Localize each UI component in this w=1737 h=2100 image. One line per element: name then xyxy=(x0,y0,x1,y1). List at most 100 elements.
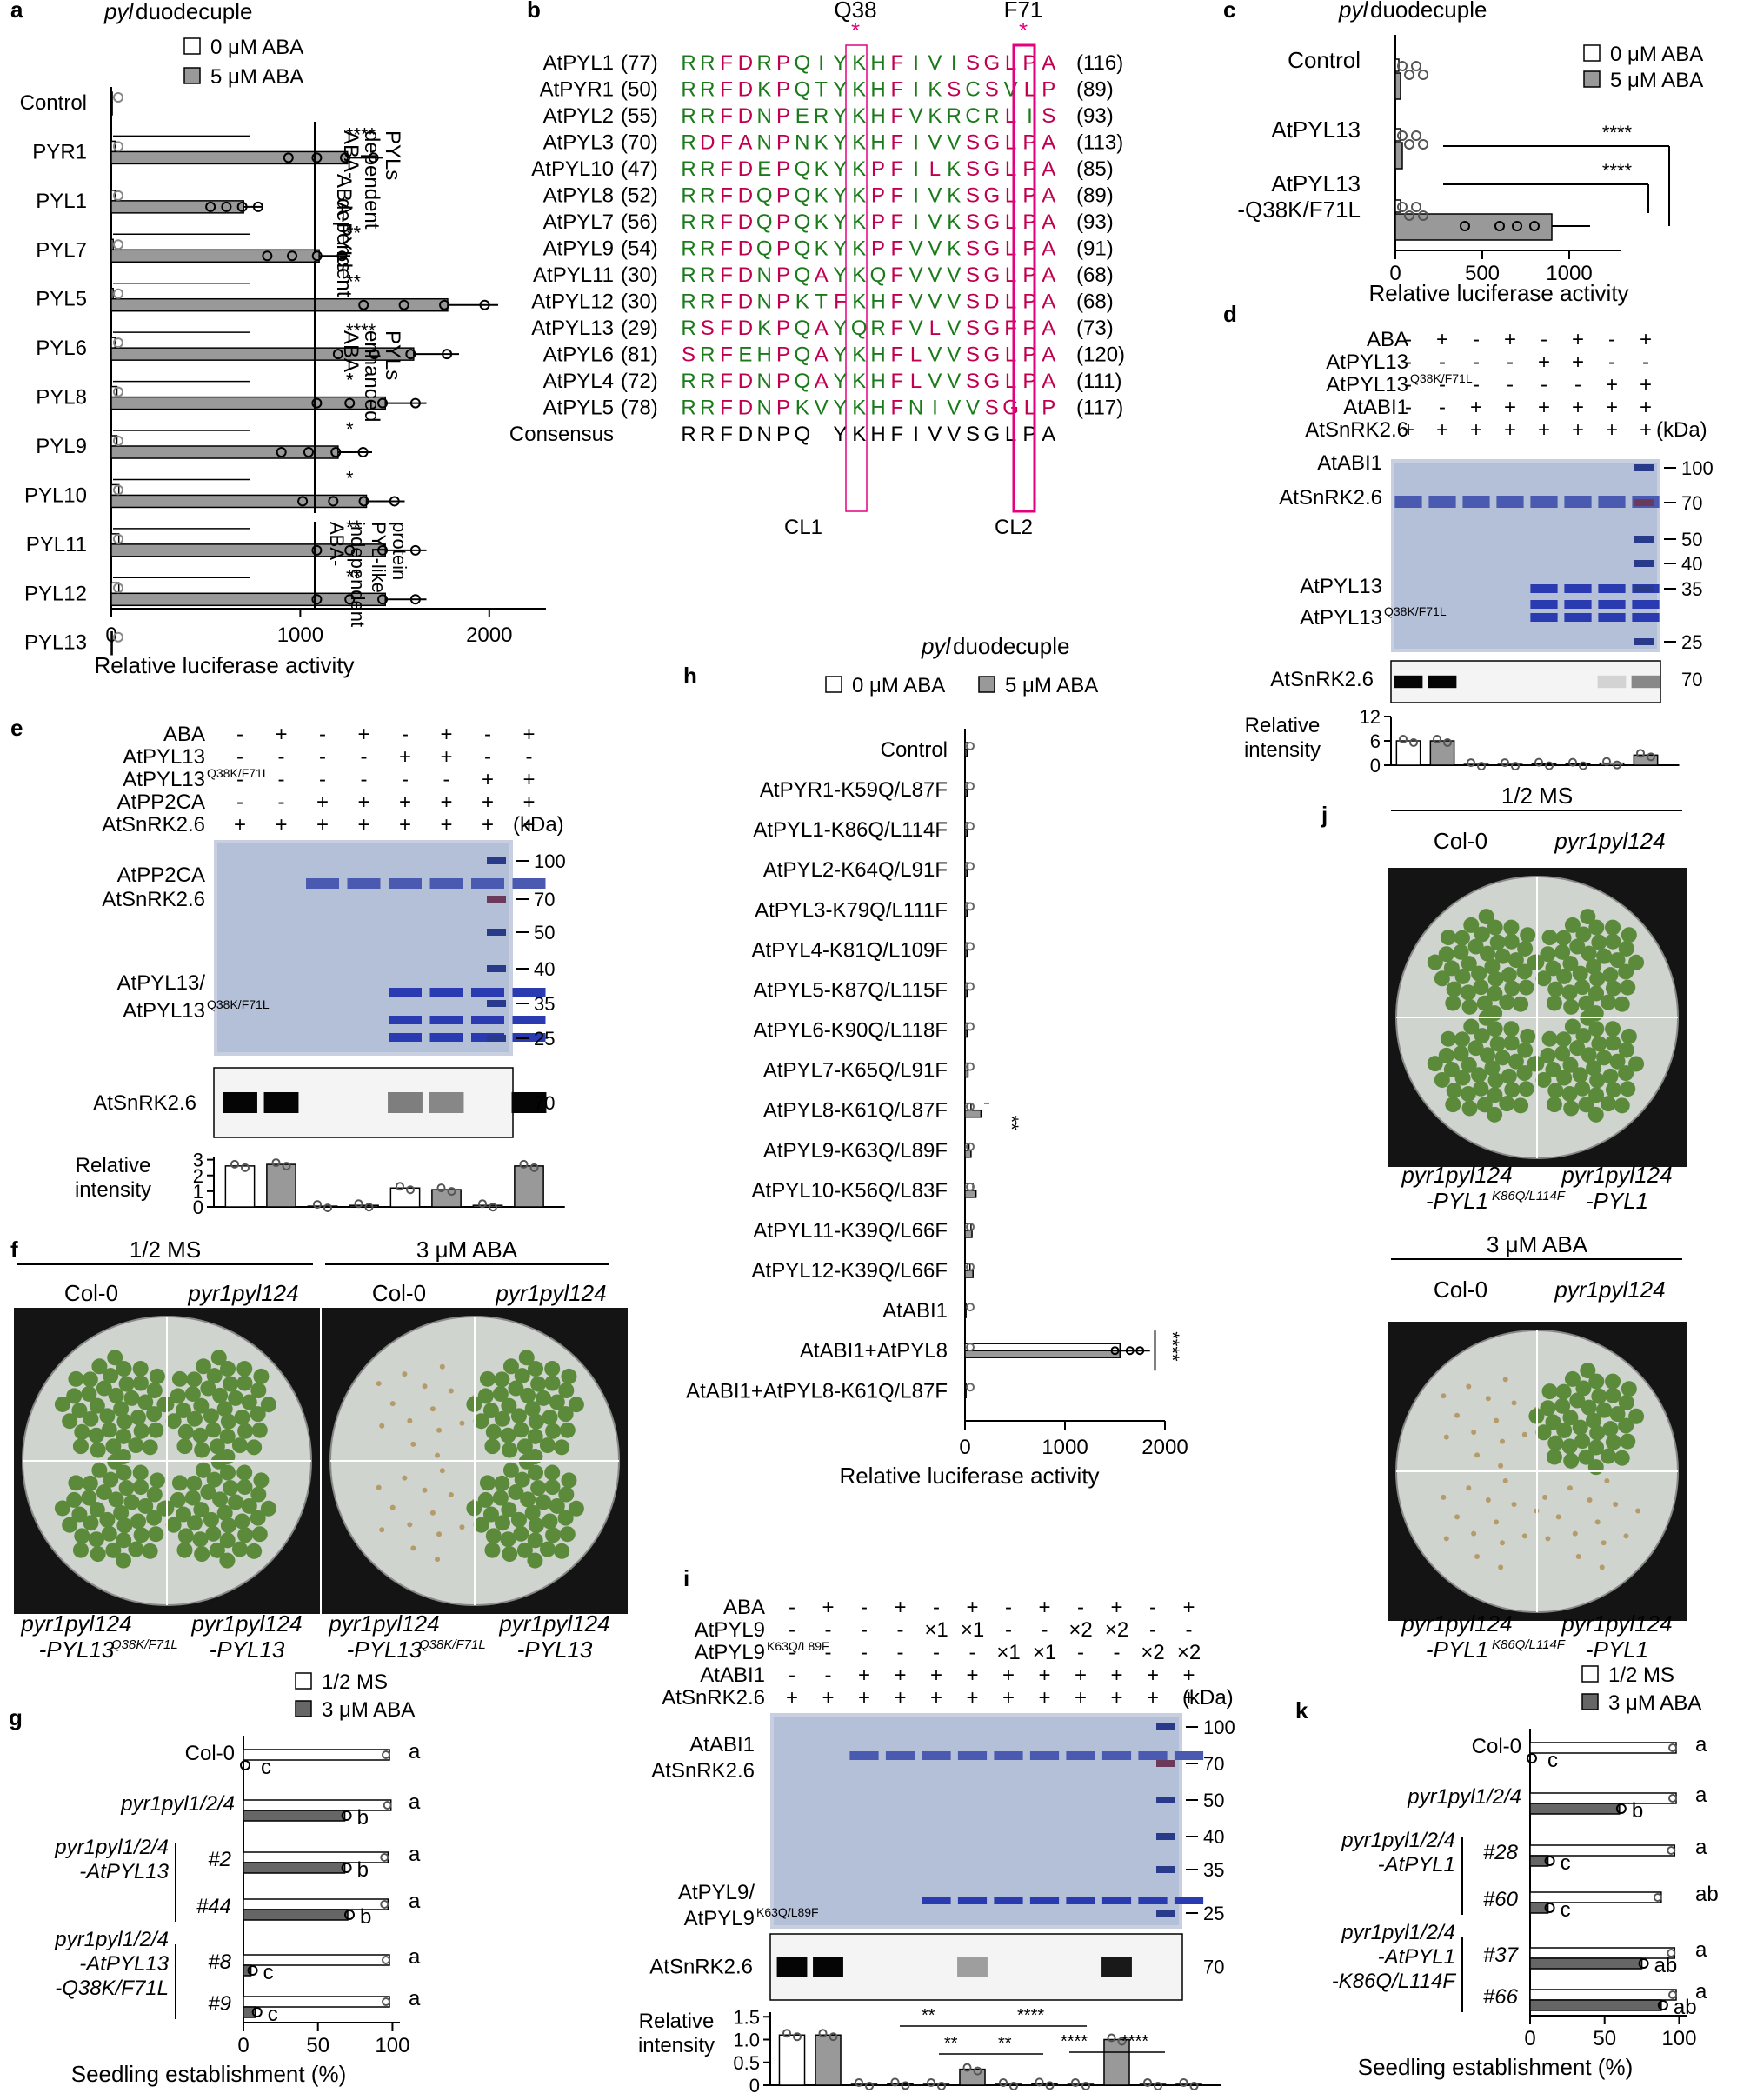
panel-a-bar-0 xyxy=(110,91,113,103)
panel-d-intensity-ytick-label: 6 xyxy=(1370,730,1381,752)
panel-e-lane-mark: - xyxy=(484,723,491,746)
panel-f-seedling xyxy=(186,1515,203,1531)
panel-i-intensity-point xyxy=(1071,2077,1080,2087)
panel-b-residue: L xyxy=(910,370,922,393)
panel-k-letter: ab xyxy=(1654,1954,1678,1977)
panel-f-seedling xyxy=(558,1382,575,1398)
panel-i-intensity-point xyxy=(818,2029,828,2038)
panel-h-bar-1 xyxy=(964,909,968,918)
panel-i-band xyxy=(849,1751,879,1760)
panel-k-xtick-label: 0 xyxy=(1524,2027,1535,2050)
panel-j-seedling xyxy=(1460,1086,1476,1103)
panel-k-point xyxy=(1544,1903,1555,1913)
panel-e-intensity-bar xyxy=(224,1165,256,1208)
panel-b-residue: K xyxy=(947,157,961,181)
panel-i-blot-band xyxy=(813,1957,843,1977)
panel-i-intensity-point xyxy=(927,2077,935,2087)
panel-j-seedling xyxy=(1520,1028,1536,1044)
panel-f-seedling xyxy=(485,1528,502,1544)
panel-f-seedling xyxy=(246,1543,263,1559)
panel-b-residue: F xyxy=(890,397,903,420)
panel-d-intensity-bar xyxy=(1599,762,1625,766)
panel-e-intensity-point xyxy=(489,1203,497,1212)
panel-f-seedling xyxy=(184,1490,201,1506)
panel-h-point xyxy=(966,1022,975,1031)
panel-f-seedling xyxy=(544,1375,561,1391)
panel-c-xlabel: Relative luciferase activity xyxy=(1368,280,1628,306)
panel-e-intensity-point xyxy=(478,1199,487,1209)
panel-a-point xyxy=(344,544,356,556)
panel-d-blot-band xyxy=(1394,675,1423,689)
panel-k-letter: ab xyxy=(1674,1996,1697,2019)
panel-f-seedling xyxy=(459,1524,465,1530)
panel-j-seedling xyxy=(1507,952,1524,969)
panel-a-significance: ** xyxy=(346,222,362,243)
panel-e-band-label: AtPYL13/ xyxy=(117,971,206,995)
panel-b-residue: V xyxy=(947,263,961,287)
panel-b-residue: R xyxy=(700,397,715,420)
panel-g-bar-1 xyxy=(243,2006,256,2018)
panel-k-letter: c xyxy=(1561,1898,1571,1922)
panel-b-residue: R xyxy=(681,397,695,420)
panel-d-intensity-point xyxy=(1501,758,1509,768)
panel-j-seedling xyxy=(1574,1080,1591,1097)
panel-f-seedling xyxy=(132,1375,149,1391)
panel-i-intensity-point xyxy=(937,2081,946,2090)
panel-e-row-label: ABA xyxy=(163,723,205,746)
panel-h-category-label: Control xyxy=(881,738,948,762)
panel-e-intensity-bar xyxy=(431,1189,462,1208)
panel-b-residue: F xyxy=(890,184,903,208)
panel-f-seedling xyxy=(88,1531,104,1548)
panel-j-seedling xyxy=(1618,1417,1634,1434)
panel-h-xtick-label: 2000 xyxy=(1141,1436,1188,1459)
panel-j-seedling xyxy=(1562,1410,1579,1426)
panel-d-lane-mark: + xyxy=(1470,396,1482,419)
panel-b-residue: F xyxy=(890,210,903,234)
panel-j-seedling xyxy=(1605,1021,1621,1037)
panel-b-residue: P xyxy=(776,78,790,102)
panel-h-point xyxy=(966,862,975,871)
panel-b-residue: A xyxy=(1042,157,1055,181)
panel-a-category-label: PYR1 xyxy=(32,140,87,163)
panel-b-residue: G xyxy=(983,370,1000,393)
panel-i-lane-mark: ×1 xyxy=(961,1618,984,1642)
panel-b-residue: K xyxy=(815,210,829,234)
panel-f-seedling xyxy=(62,1413,78,1430)
panel-a-category-label: PYL7 xyxy=(36,238,87,262)
panel-j-seedling xyxy=(1554,1397,1571,1414)
panel-d-band-sup: Q38K/F71L xyxy=(1384,604,1447,618)
panel-i-intensity-label: Relative xyxy=(639,2010,715,2033)
panel-f-seedling xyxy=(89,1502,105,1518)
panel-b-row-name: AtPYL5 xyxy=(543,397,614,420)
panel-b-residue: P xyxy=(776,210,790,234)
panel-f-seedling xyxy=(459,1420,465,1426)
panel-h-point xyxy=(966,822,975,831)
panel-f-top-label: Col-0 xyxy=(372,1280,426,1306)
panel-a-point xyxy=(221,201,232,212)
panel-f-seedling xyxy=(429,1406,436,1412)
panel-f-top-label: Col-0 xyxy=(64,1280,118,1306)
panel-c-point xyxy=(1404,210,1414,221)
panel-e-row-label: AtPYL13 xyxy=(123,768,205,791)
panel-b-row-start: (81) xyxy=(621,343,658,367)
panel-e-band xyxy=(471,878,504,889)
panel-f-seedling xyxy=(146,1510,163,1526)
panel-f-seedling xyxy=(536,1390,552,1406)
panel-a-xtick-label: 2000 xyxy=(466,623,512,647)
panel-h-category-label: AtPYL11-K39Q/L66F xyxy=(753,1219,948,1243)
panel-d-intensity-ytick-label: 0 xyxy=(1370,755,1381,777)
panel-g-row-label: -AtPYL13 xyxy=(79,1952,169,1976)
panel-c-point xyxy=(1404,70,1414,80)
panel-j-seedling xyxy=(1467,1040,1484,1057)
panel-k-row-label: pyr1pyl1/2/4 xyxy=(1407,1785,1521,1809)
panel-j-seedling xyxy=(1504,1082,1521,1098)
panel-f-seedling xyxy=(436,1531,443,1537)
panel-b-residue: S xyxy=(682,343,695,367)
panel-b-row-name: AtPYL3 xyxy=(543,131,614,155)
panel-j-genotype-label: -PYL1 xyxy=(1426,1188,1488,1214)
panel-b-residue: R xyxy=(681,370,695,393)
panel-b-residue: K xyxy=(928,78,942,102)
panel-e-ladder-band xyxy=(487,965,506,972)
panel-f-genotype-label: pyr1pyl124 xyxy=(328,1610,439,1637)
